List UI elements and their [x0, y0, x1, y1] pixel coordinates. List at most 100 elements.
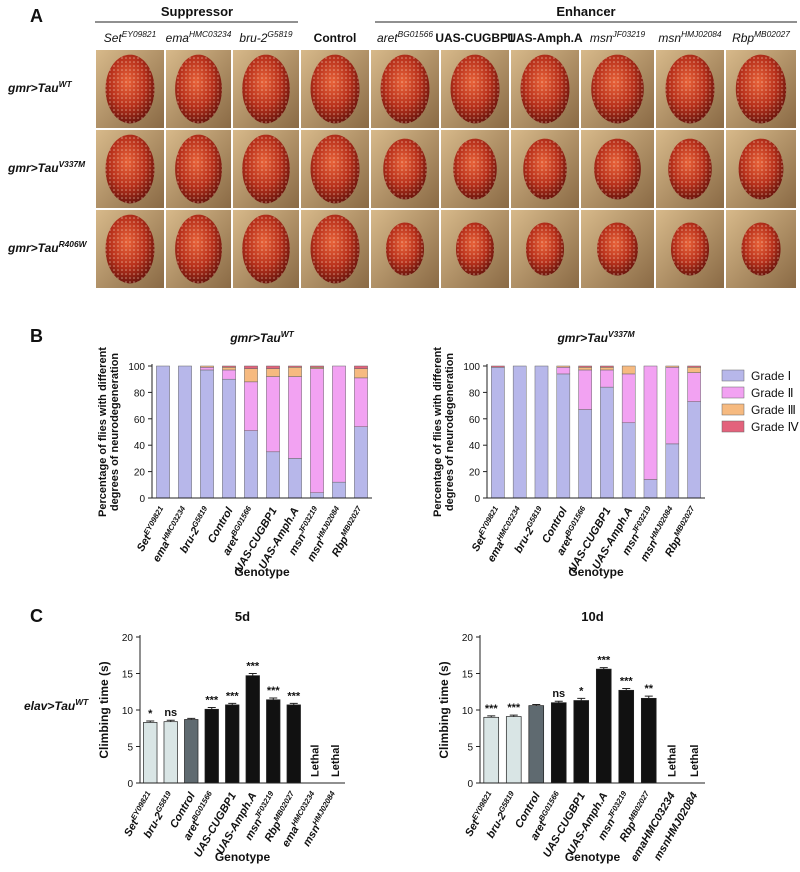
legend-swatch [721, 420, 745, 433]
bar-segment [332, 481, 346, 499]
label-base: bru-2 [178, 525, 202, 555]
label-base: elav>Tau [24, 699, 76, 713]
label: Control [314, 31, 357, 45]
label-base: ema [166, 31, 190, 45]
label-base: bru-2 [239, 31, 267, 45]
bar-segment [222, 369, 236, 380]
legend-swatch [721, 386, 745, 399]
label-superscript: G5819 [153, 789, 173, 814]
label-base: Rbp [263, 819, 284, 844]
significance-label: ns [552, 688, 565, 700]
bar-segment [200, 367, 214, 371]
label-superscript: JF03219 [612, 29, 646, 39]
bar [204, 708, 219, 784]
legend-swatch [721, 403, 745, 416]
bar-segment [512, 365, 527, 499]
label-base: Set [470, 532, 490, 554]
label-superscript: EY09821 [141, 504, 165, 536]
bar [550, 702, 567, 784]
significance-label: *** [485, 703, 499, 715]
label-superscript: G5819 [524, 504, 544, 529]
label-superscript: MB02027 [338, 504, 363, 538]
eye-facets [242, 54, 290, 124]
bar-segment [665, 443, 680, 499]
y-tick-label: 5 [127, 743, 133, 754]
label-superscript: BG01566 [563, 504, 588, 538]
bar-segment [643, 479, 658, 499]
x-axis-label: Genotype [234, 565, 290, 579]
y-axis-label: Percentage of flies with different [432, 347, 444, 517]
eye-facets [310, 54, 360, 124]
bar-segment [600, 365, 614, 368]
y-tick-label: 0 [467, 779, 473, 790]
error-bar [622, 687, 631, 691]
label-base: Control [314, 31, 357, 45]
eye-facets [310, 134, 360, 204]
bar-segment [687, 367, 701, 373]
label-base: aret [377, 31, 398, 45]
y-tick-label: 80 [469, 388, 481, 399]
y-tick-label: 100 [463, 362, 480, 373]
eye-facets [105, 54, 155, 124]
eye-facets [738, 138, 784, 200]
bar-segment [621, 422, 636, 499]
label-base: Set [122, 817, 142, 839]
label-base: msn [287, 532, 309, 558]
label-base: msn [596, 817, 618, 843]
bar [163, 721, 178, 784]
label-superscript: EY09821 [469, 789, 493, 821]
y-tick-label: 60 [469, 415, 481, 426]
eye-facets [670, 222, 710, 276]
bar-segment [200, 369, 214, 499]
bar-segment [156, 365, 170, 499]
chart-title: 5d [235, 609, 250, 624]
label-base: ema [151, 539, 172, 564]
significance-label: *** [287, 690, 301, 702]
bar-segment [687, 372, 701, 402]
bar-segment [354, 377, 368, 427]
bar-segment [244, 368, 258, 383]
bar-segment [178, 365, 192, 499]
x-axis-label: Genotype [215, 850, 271, 864]
label-superscript: WT [75, 697, 89, 707]
label-superscript: JF03219 [296, 504, 319, 535]
bar-segment [600, 367, 614, 371]
significance-label: *** [246, 661, 260, 673]
legend-label: Grade Ⅲ [751, 403, 796, 417]
value-label: Lethal [689, 745, 701, 777]
error-bar [207, 706, 216, 710]
label-superscript: BG01566 [536, 789, 561, 823]
significance-label: *** [267, 685, 281, 697]
bar-segment [244, 381, 258, 431]
significance-label: *** [226, 690, 240, 702]
label-base: msn [590, 31, 613, 45]
bar [184, 719, 199, 784]
error-bar [187, 717, 196, 720]
bar-segment [578, 365, 592, 368]
label-superscript: JF03219 [629, 504, 652, 535]
bar-segment [288, 367, 302, 377]
label-base: gmr>Tau [7, 81, 59, 95]
label-base: aret [555, 533, 576, 558]
bar-segment [244, 430, 258, 499]
y-tick-label: 15 [462, 670, 474, 681]
label-base: Rbp [732, 31, 754, 45]
bar-segment [354, 368, 368, 379]
bar-segment [621, 365, 636, 375]
label-base: msn [638, 538, 660, 564]
eye-facets [741, 222, 781, 276]
value-label: Lethal [330, 745, 342, 777]
bar-segment [643, 365, 658, 480]
bar-segment [687, 401, 701, 499]
label-superscript: MB02027 [671, 504, 696, 538]
bar-segment [222, 378, 236, 499]
bar [266, 699, 281, 784]
label-superscript: JF03219 [605, 789, 628, 820]
legend-label: Grade Ⅱ [751, 386, 794, 400]
label: msnJF03219 [590, 29, 646, 45]
eye-facets [520, 54, 570, 124]
bar-segment [222, 365, 236, 368]
label-base: msn [301, 823, 323, 849]
eye-facets [450, 54, 500, 124]
significance-label: *** [620, 675, 634, 687]
